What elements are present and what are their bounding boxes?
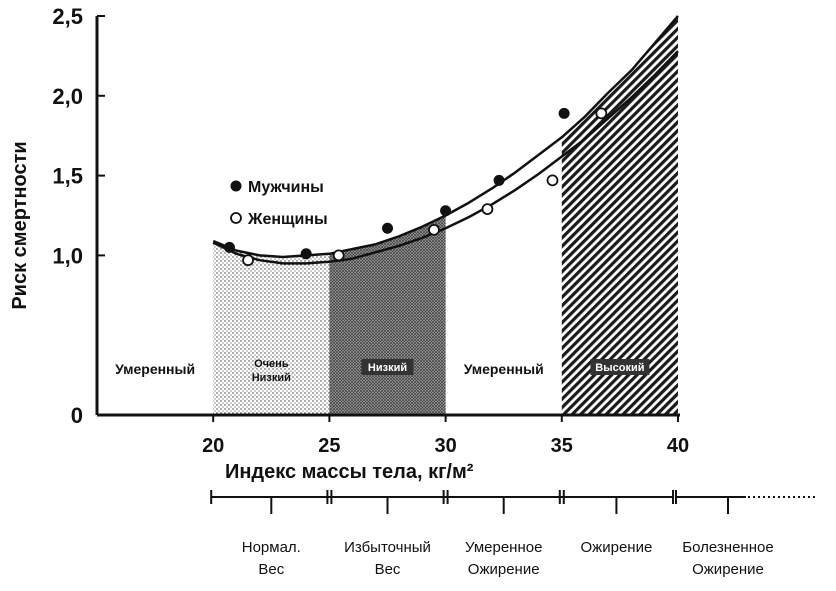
risk-zone-label-2: Низкий	[252, 372, 291, 384]
women-data-point	[481, 203, 494, 216]
women-data-point	[428, 223, 440, 236]
men-data-point	[382, 222, 393, 234]
weight-category-2: Избыточный Вес	[326, 490, 449, 578]
weight-category-label: Избыточный	[344, 539, 431, 556]
women-data-point	[242, 254, 254, 267]
weight-category-label: Умеренное	[465, 539, 542, 556]
weight-category-4: Ожирение	[558, 490, 675, 556]
weight-category-label: Вес	[375, 561, 401, 578]
legend-marker	[230, 180, 242, 192]
risk-zone-label-3: Низкий	[368, 362, 407, 374]
risk-zone-fill-3	[329, 215, 446, 415]
risk-zone-fill-5	[561, 16, 678, 415]
women-data-point	[595, 107, 608, 120]
risk-zone-label-5: Высокий	[595, 362, 644, 374]
legend-label: Женщины	[247, 211, 328, 228]
risk-zone-label-bg	[590, 359, 650, 375]
risk-zone-label-1: Умеренный	[115, 361, 195, 377]
weight-categories: Нормал. Вес Избыточный Вес Умеренное Ожирение…	[210, 490, 816, 578]
y-tick-label: 0	[71, 403, 83, 428]
women-data-point	[546, 174, 559, 187]
axes: 0 1,0 1,5 2,0 2,5 20 25 30 35 40	[52, 4, 689, 457]
risk-zone-label-bg	[361, 359, 414, 375]
risk-zone-fill-2	[213, 241, 330, 415]
legend: Мужчины Женщины	[230, 179, 328, 228]
bracket-line	[675, 490, 746, 504]
x-tick-label: 30	[434, 435, 456, 457]
x-tick-label: 40	[667, 435, 689, 457]
weight-category-5: Болезненное Ожирение	[675, 490, 816, 578]
chart-labels: Риск смертности Индекс массы тела, кг/м² У…	[9, 141, 650, 483]
y-tick-label: 2,5	[52, 4, 83, 29]
men-data-point	[558, 107, 570, 119]
data-points	[223, 107, 608, 267]
y-tick-label: 1,5	[52, 164, 83, 189]
risk-zone-label-2: Очень	[254, 358, 289, 370]
weight-category-label: Ожирение	[692, 561, 764, 578]
weight-category-label: Вес	[258, 561, 284, 578]
y-tick-label: 2,0	[52, 84, 83, 109]
x-tick-label: 20	[202, 435, 224, 457]
fitted-curve-women	[212, 50, 679, 265]
y-axis-title: Риск смертности	[9, 141, 31, 309]
men-data-point	[300, 248, 312, 260]
men-data-point	[493, 174, 505, 186]
women-data-point	[332, 249, 345, 262]
risk-zones	[213, 16, 678, 415]
x-tick-label: 25	[318, 435, 340, 457]
weight-category-1: Нормал. Вес	[210, 490, 333, 578]
risk-zone-label-4: Умеренный	[464, 361, 544, 377]
weight-category-label: Ожирение	[581, 539, 653, 556]
x-axis-title: Индекс массы тела, кг/м²	[225, 461, 474, 483]
men-data-point	[440, 205, 452, 217]
y-tick-label: 1,0	[52, 243, 83, 268]
weight-category-label: Нормал.	[242, 539, 301, 556]
legend-marker	[230, 212, 242, 224]
weight-category-3: Умеренное Ожирение	[442, 490, 565, 578]
x-tick-label: 35	[551, 435, 573, 457]
weight-category-label: Ожирение	[468, 561, 540, 578]
men-data-point	[223, 241, 235, 253]
weight-category-label: Болезненное	[682, 539, 773, 556]
legend-label: Мужчины	[248, 179, 324, 196]
